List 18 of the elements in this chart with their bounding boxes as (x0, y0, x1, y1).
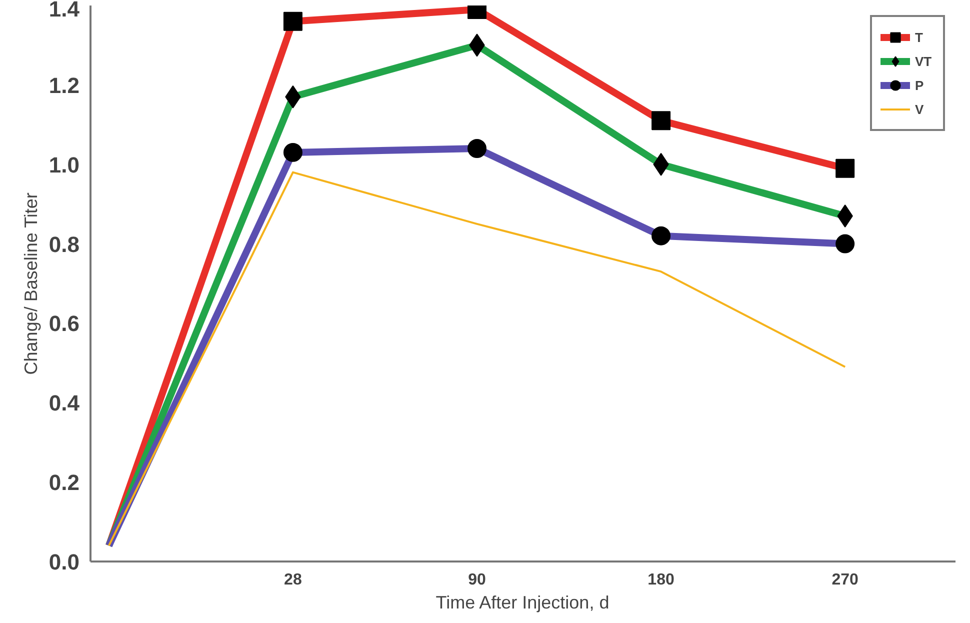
x-axis-title: Time After Injection, d (436, 592, 610, 612)
y-tick-label: 0.8 (48, 232, 80, 257)
y-tick-label: 0.0 (48, 550, 80, 574)
y-axis-title: Change/ Baseline Titer (20, 192, 41, 375)
x-tick-label: 90 (468, 572, 486, 588)
x-tick-label: 28 (284, 572, 302, 588)
legend-label: VT (915, 52, 933, 70)
legend-label: V (915, 100, 925, 118)
x-tick-label: 270 (832, 572, 859, 588)
legend-label: T (915, 28, 924, 46)
y-tick-label: 0.6 (48, 311, 80, 336)
y-tick-label: 1.0 (48, 152, 80, 178)
x-tick-label: 180 (648, 572, 674, 588)
y-tick-label: 1.4 (48, 0, 80, 22)
y-tick-label: 1.2 (48, 72, 80, 98)
y-tick-label: 0.2 (48, 470, 80, 496)
legend-label: P (915, 76, 925, 94)
y-tick-label: 0.4 (48, 390, 80, 416)
